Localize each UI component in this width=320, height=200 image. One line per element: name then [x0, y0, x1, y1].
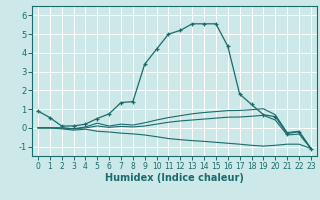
X-axis label: Humidex (Indice chaleur): Humidex (Indice chaleur) — [105, 173, 244, 183]
